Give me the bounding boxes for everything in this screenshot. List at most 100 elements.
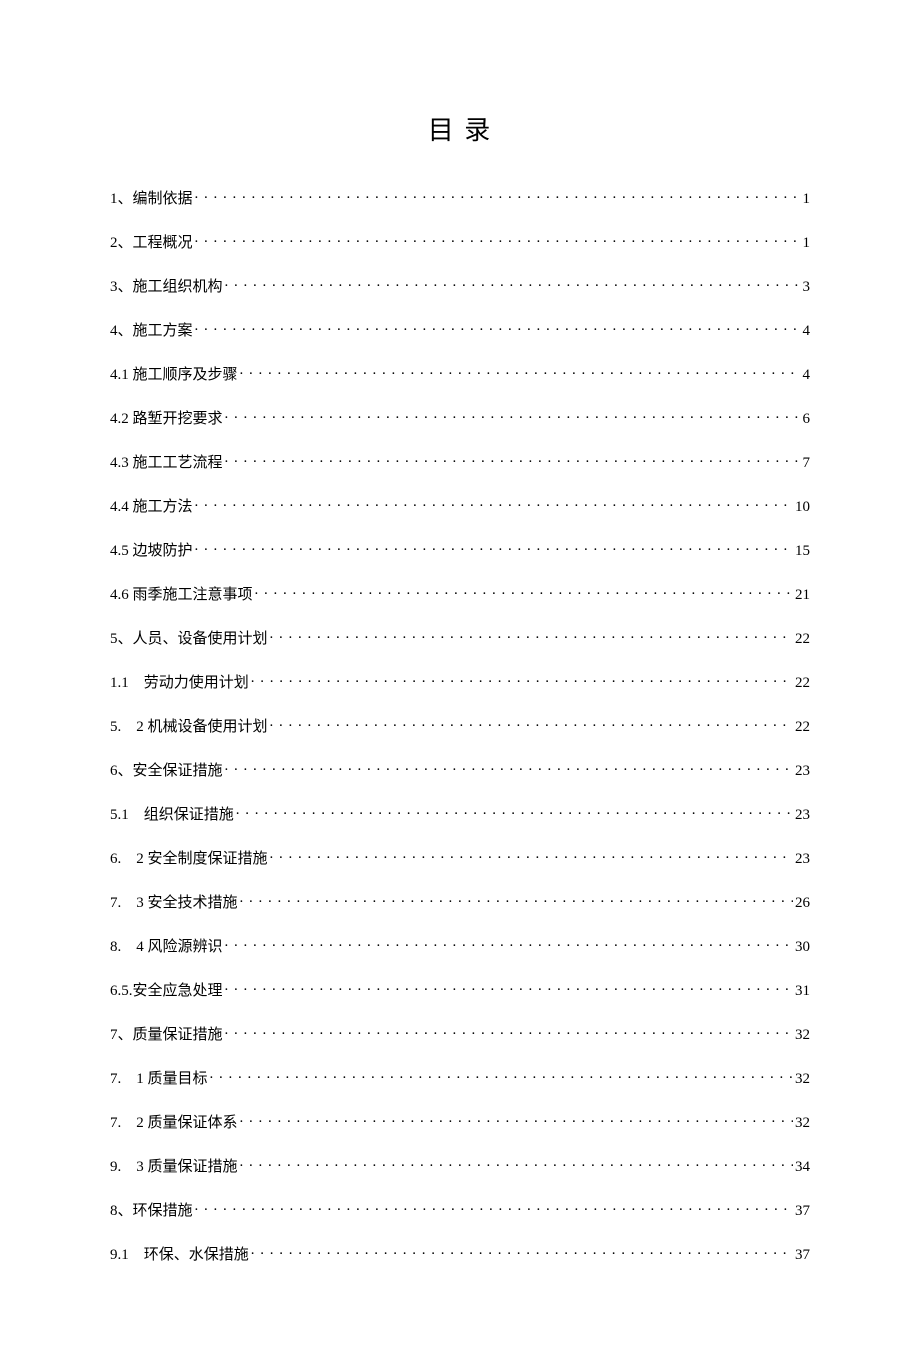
- toc-item: 8. 4 风险源辨识 30: [110, 935, 810, 956]
- toc-item-page: 23: [795, 807, 810, 824]
- toc-item-label: 8. 4 风险源辨识: [110, 935, 223, 956]
- toc-item-label: 6.5.安全应急处理: [110, 979, 223, 1000]
- toc-item-leader: [195, 232, 801, 247]
- toc-item-label: 4.4 施工方法: [110, 495, 193, 516]
- toc-item-label: 7、质量保证措施: [110, 1023, 223, 1044]
- toc-item-page: 30: [795, 939, 810, 956]
- toc-item: 4.2 路堑开挖要求 6: [110, 407, 810, 428]
- toc-item-page: 3: [803, 279, 811, 296]
- toc-item: 2、工程概况 1: [110, 231, 810, 252]
- toc-item: 9.1 环保、水保措施 37: [110, 1243, 810, 1264]
- toc-item-label: 1.1 劳动力使用计划: [110, 671, 249, 692]
- toc-item: 6、安全保证措施 23: [110, 759, 810, 780]
- toc-item-page: 32: [795, 1115, 810, 1132]
- toc-item: 7. 3 安全技术措施 26: [110, 891, 810, 912]
- toc-item-label: 5. 2 机械设备使用计划: [110, 715, 268, 736]
- toc-item-label: 5.1 组织保证措施: [110, 803, 234, 824]
- toc-item-page: 23: [795, 851, 810, 868]
- toc-item: 8、环保措施 37: [110, 1199, 810, 1220]
- toc-item-leader: [195, 1200, 793, 1215]
- toc-item-label: 4.3 施工工艺流程: [110, 451, 223, 472]
- toc-item-page: 23: [795, 763, 810, 780]
- toc-item-leader: [225, 276, 801, 291]
- toc-item-leader: [240, 364, 801, 379]
- toc-item-leader: [195, 320, 801, 335]
- toc-item-page: 31: [795, 983, 810, 1000]
- toc-item-page: 22: [795, 719, 810, 736]
- toc-list: 1、编制依据12、工程概况13、施工组织机构34、施工方案44.1 施工顺序及步…: [110, 187, 810, 1264]
- toc-item: 5、人员、设备使用计划 22: [110, 627, 810, 648]
- toc-item-page: 26: [795, 895, 810, 912]
- toc-item: 4.1 施工顺序及步骤 4: [110, 363, 810, 384]
- toc-item-leader: [270, 848, 793, 863]
- toc-title: 目 录: [110, 110, 810, 147]
- toc-item-page: 4: [803, 367, 811, 384]
- toc-item: 1、编制依据1: [110, 187, 810, 208]
- toc-item: 9. 3 质量保证措施 34: [110, 1155, 810, 1176]
- toc-item-label: 7. 3 安全技术措施: [110, 891, 238, 912]
- toc-item-leader: [270, 628, 793, 643]
- toc-item-leader: [240, 892, 793, 907]
- toc-item-leader: [225, 980, 793, 995]
- toc-item: 5.1 组织保证措施 23: [110, 803, 810, 824]
- toc-item-leader: [255, 584, 793, 599]
- toc-item-page: 37: [795, 1203, 810, 1220]
- toc-item-leader: [270, 716, 793, 731]
- toc-item-page: 37: [795, 1247, 810, 1264]
- toc-item: 3、施工组织机构 3: [110, 275, 810, 296]
- toc-item: 4.3 施工工艺流程 7: [110, 451, 810, 472]
- toc-item: 4.4 施工方法 10: [110, 495, 810, 516]
- toc-item: 4、施工方案 4: [110, 319, 810, 340]
- toc-item-page: 1: [803, 191, 811, 208]
- toc-item-leader: [251, 1244, 793, 1259]
- toc-item-label: 6. 2 安全制度保证措施: [110, 847, 268, 868]
- toc-item-label: 3、施工组织机构: [110, 275, 223, 296]
- toc-item-page: 7: [803, 455, 811, 472]
- toc-item: 5. 2 机械设备使用计划 22: [110, 715, 810, 736]
- toc-item-page: 22: [795, 631, 810, 648]
- toc-item-leader: [225, 1024, 793, 1039]
- toc-item-page: 22: [795, 675, 810, 692]
- toc-item-page: 10: [795, 499, 810, 516]
- toc-item-label: 9.1 环保、水保措施: [110, 1243, 249, 1264]
- toc-item-label: 9. 3 质量保证措施: [110, 1155, 238, 1176]
- toc-item-label: 5、人员、设备使用计划: [110, 627, 268, 648]
- toc-item-label: 4.1 施工顺序及步骤: [110, 363, 238, 384]
- toc-item-page: 34: [795, 1159, 810, 1176]
- toc-item-leader: [195, 496, 793, 511]
- toc-item-label: 8、环保措施: [110, 1199, 193, 1220]
- toc-item: 1.1 劳动力使用计划 22: [110, 671, 810, 692]
- toc-item: 4.6 雨季施工注意事项21: [110, 583, 810, 604]
- toc-item-label: 7. 1 质量目标: [110, 1067, 208, 1088]
- toc-item-label: 4.5 边坡防护: [110, 539, 193, 560]
- toc-item-label: 2、工程概况: [110, 231, 193, 252]
- toc-item-leader: [225, 452, 801, 467]
- toc-item-page: 32: [795, 1071, 810, 1088]
- document-page: 目 录 1、编制依据12、工程概况13、施工组织机构34、施工方案44.1 施工…: [0, 0, 920, 1347]
- toc-item-leader: [210, 1068, 793, 1083]
- toc-item-page: 21: [795, 587, 810, 604]
- toc-item-leader: [195, 188, 801, 203]
- toc-item-label: 7. 2 质量保证体系: [110, 1111, 238, 1132]
- toc-item: 6.5.安全应急处理 31: [110, 979, 810, 1000]
- toc-item-leader: [236, 804, 793, 819]
- toc-item-leader: [251, 672, 793, 687]
- toc-item-page: 32: [795, 1027, 810, 1044]
- toc-item: 6. 2 安全制度保证措施 23: [110, 847, 810, 868]
- toc-item-page: 15: [795, 543, 810, 560]
- toc-item: 7. 1 质量目标 32: [110, 1067, 810, 1088]
- toc-item-page: 6: [803, 411, 811, 428]
- toc-item-leader: [225, 936, 793, 951]
- toc-item-label: 6、安全保证措施: [110, 759, 223, 780]
- toc-item-leader: [225, 760, 793, 775]
- toc-item-page: 4: [803, 323, 811, 340]
- toc-item-leader: [240, 1156, 793, 1171]
- toc-item: 7. 2 质量保证体系 32: [110, 1111, 810, 1132]
- toc-item-page: 1: [803, 235, 811, 252]
- toc-item-leader: [195, 540, 793, 555]
- toc-item-leader: [225, 408, 801, 423]
- toc-item-label: 4.2 路堑开挖要求: [110, 407, 223, 428]
- toc-item-label: 4、施工方案: [110, 319, 193, 340]
- toc-item: 4.5 边坡防护 15: [110, 539, 810, 560]
- toc-item: 7、质量保证措施 32: [110, 1023, 810, 1044]
